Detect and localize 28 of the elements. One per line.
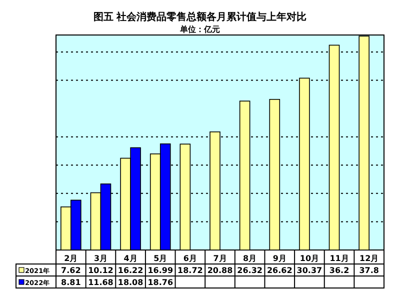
data-label: 11.68 — [88, 278, 114, 287]
data-label: 20.88 — [207, 266, 234, 275]
x-tick-label: 3月 — [94, 254, 108, 263]
data-label: 26.62 — [266, 266, 292, 275]
data-label: 37.8 — [359, 266, 380, 275]
data-label: 18.76 — [148, 278, 174, 287]
x-tick-label: 9月 — [272, 254, 286, 263]
chart-subtitle: 单位：亿元 — [179, 25, 220, 34]
data-label: 26.32 — [237, 266, 262, 275]
data-label: 18.08 — [118, 278, 144, 287]
data-label: 8.81 — [61, 278, 82, 287]
x-tick-label: 2月 — [64, 254, 78, 263]
x-tick-label: 11月 — [330, 254, 349, 263]
chart-title: 图五 社会消费品零售总额各月累计值与上年对比 — [93, 11, 307, 23]
data-label: 36.2 — [329, 266, 350, 275]
x-tick-label: 10月 — [300, 254, 320, 263]
x-tick-label: 12月 — [360, 254, 379, 263]
x-tick-label: 4月 — [124, 254, 138, 263]
data-label: 18.72 — [178, 266, 203, 275]
data-label: 10.12 — [88, 266, 114, 275]
x-tick-label: 6月 — [183, 254, 197, 263]
data-label: 30.37 — [296, 266, 322, 275]
data-label: 16.22 — [118, 266, 144, 275]
x-tick-label: 7月 — [213, 254, 227, 263]
x-tick-label: 8月 — [243, 254, 257, 263]
x-tick-label: 5月 — [154, 254, 168, 263]
data-label: 16.99 — [148, 266, 174, 275]
data-label: 7.62 — [61, 266, 81, 275]
